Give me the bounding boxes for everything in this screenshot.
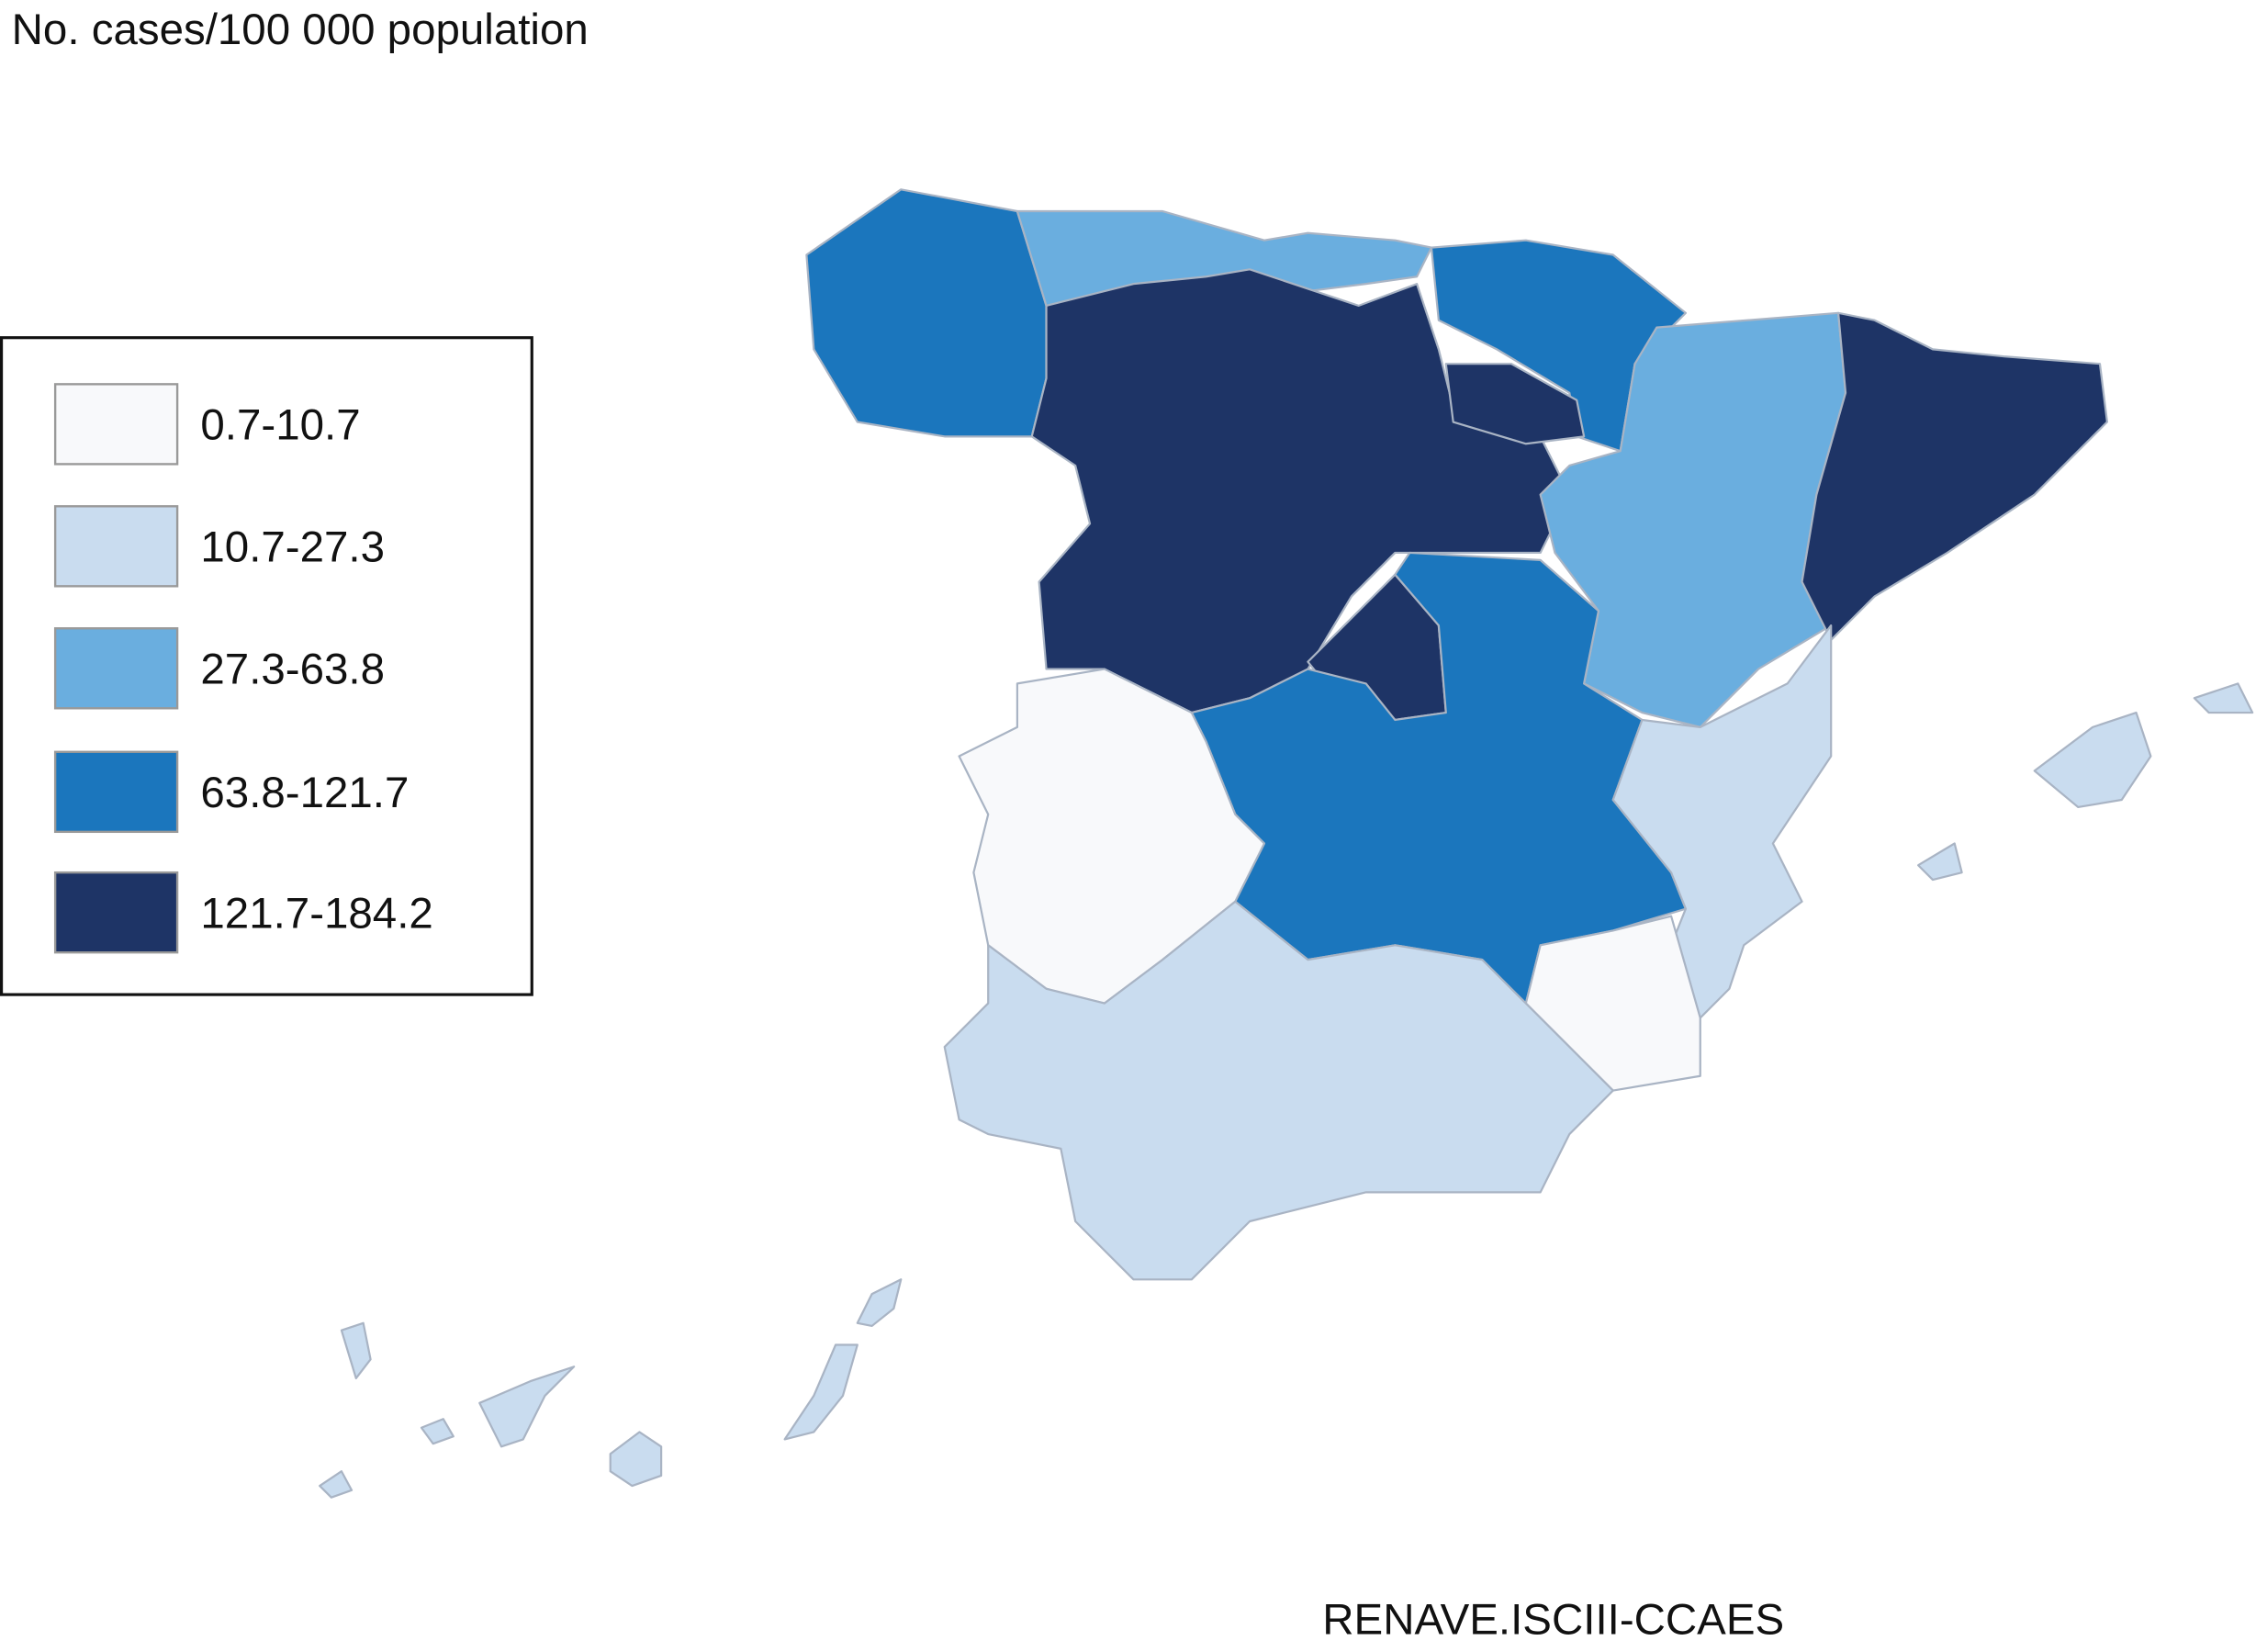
region bbox=[783, 1343, 859, 1441]
region bbox=[340, 1321, 372, 1380]
region bbox=[420, 1418, 455, 1445]
region bbox=[2193, 682, 2254, 714]
region bbox=[478, 1365, 576, 1448]
region bbox=[856, 1278, 903, 1328]
legend-label: 10.7-27.3 bbox=[200, 523, 385, 571]
legend-label: 0.7-10.7 bbox=[200, 401, 360, 450]
region bbox=[319, 1470, 354, 1499]
legend: 0.7-10.7 10.7-27.3 27.3-63.8 63.8-121.7 121.… bbox=[53, 383, 433, 954]
legend-swatch bbox=[53, 871, 179, 954]
legend-swatch bbox=[53, 750, 179, 834]
region bbox=[943, 900, 1614, 1281]
legend-swatch bbox=[53, 627, 179, 710]
region bbox=[1801, 311, 2109, 642]
region bbox=[1030, 268, 1571, 714]
region bbox=[1444, 363, 1586, 445]
legend-swatch bbox=[53, 383, 179, 466]
legend-swatch bbox=[53, 505, 179, 588]
region bbox=[1917, 842, 1963, 882]
region bbox=[609, 1431, 663, 1488]
source: RENAVE.ISCIII-CCAES bbox=[1322, 1595, 1784, 1644]
regions bbox=[319, 188, 2254, 1499]
legend-label: 63.8-121.7 bbox=[200, 769, 409, 817]
region bbox=[805, 188, 1048, 438]
map-title: No. cases/100 000 population bbox=[12, 6, 589, 54]
region bbox=[2033, 711, 2152, 809]
legend-label: 121.7-184.2 bbox=[200, 889, 432, 938]
legend-label: 27.3-63.8 bbox=[200, 645, 385, 693]
